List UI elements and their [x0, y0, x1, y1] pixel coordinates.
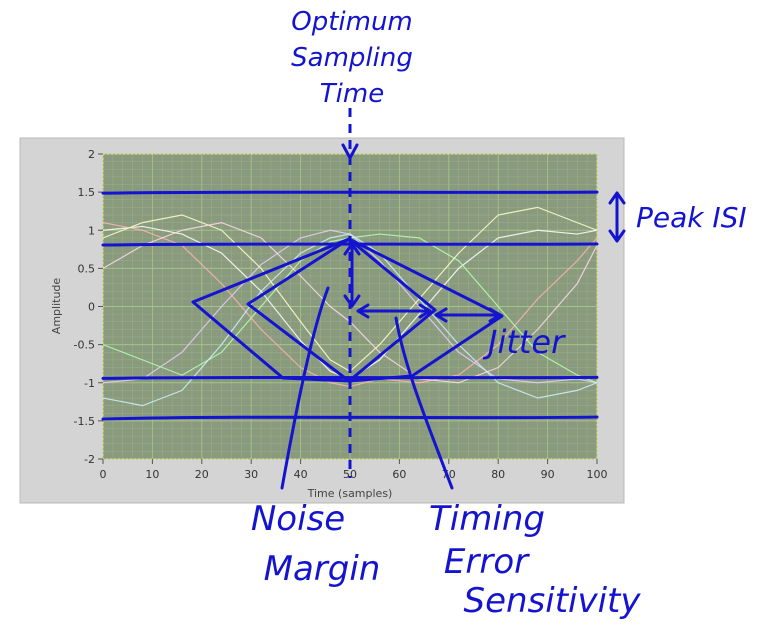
y-tick-label: 1.5 — [78, 186, 96, 199]
label-optimum-line3: Time — [320, 79, 384, 109]
label-optimum-line2: Sampling — [291, 43, 413, 73]
eye-bottom-line — [101, 375, 599, 380]
eye-outline-inner — [246, 237, 437, 383]
x-tick-label: 10 — [145, 468, 159, 481]
label-timing-line2: Error — [444, 542, 530, 582]
x-tick-label: 30 — [244, 468, 258, 481]
x-tick-label: 40 — [294, 468, 308, 481]
label-noise-line2: Margin — [264, 549, 381, 589]
sampling-time-arrowhead — [341, 143, 359, 162]
label-optimum-line1: Optimum — [291, 7, 413, 37]
noise-margin-leader — [280, 286, 330, 490]
trace-6 — [102, 233, 598, 407]
peak-isi-arrow — [608, 191, 626, 243]
x-tick-label: 0 — [100, 468, 107, 481]
y-tick-label: 2 — [88, 148, 95, 161]
label-timing-error-sensitivity: Timing Error Sensitivity — [429, 499, 641, 621]
y-tick-label: 1 — [88, 224, 95, 237]
timing-error-arrow — [356, 303, 432, 319]
label-noise-line1: Noise — [251, 499, 345, 539]
x-tick-label: 20 — [195, 468, 209, 481]
annotation-levels — [101, 108, 599, 478]
label-optimum-sampling-time: Optimum Sampling Time — [291, 7, 413, 109]
y-tick-label: -0.5 — [74, 339, 95, 352]
y-tick-label: 0.5 — [78, 262, 96, 275]
y-tick-label: -1 — [84, 377, 95, 390]
timing-error-leader — [394, 316, 454, 490]
x-tick-label: 90 — [541, 468, 555, 481]
jitter-arrow — [434, 307, 502, 323]
y-tick-label: 0 — [88, 301, 95, 314]
y-tick-label: -1.5 — [74, 415, 95, 428]
label-timing-line1: Timing — [429, 499, 545, 539]
x-tick-label: 100 — [587, 468, 608, 481]
label-timing-line3: Sensitivity — [463, 581, 641, 621]
x-axis-title: Time (samples) — [307, 487, 393, 500]
y-tick-label: -2 — [84, 453, 95, 466]
label-peak-isi: Peak ISI — [636, 201, 747, 234]
label-jitter: Jitter — [482, 323, 566, 361]
x-tick-label: 80 — [491, 468, 505, 481]
x-axis-ticks: 0 10 20 30 40 50 60 70 80 90 100 — [100, 459, 608, 481]
x-tick-label: 50 — [343, 468, 357, 481]
x-tick-label: 60 — [392, 468, 406, 481]
label-noise-margin: Noise Margin — [251, 499, 381, 589]
y-axis-title: Amplitude — [50, 278, 63, 335]
y-axis-ticks: 2 1.5 1 0.5 0 -0.5 -1 -1.5 -2 — [74, 148, 103, 466]
